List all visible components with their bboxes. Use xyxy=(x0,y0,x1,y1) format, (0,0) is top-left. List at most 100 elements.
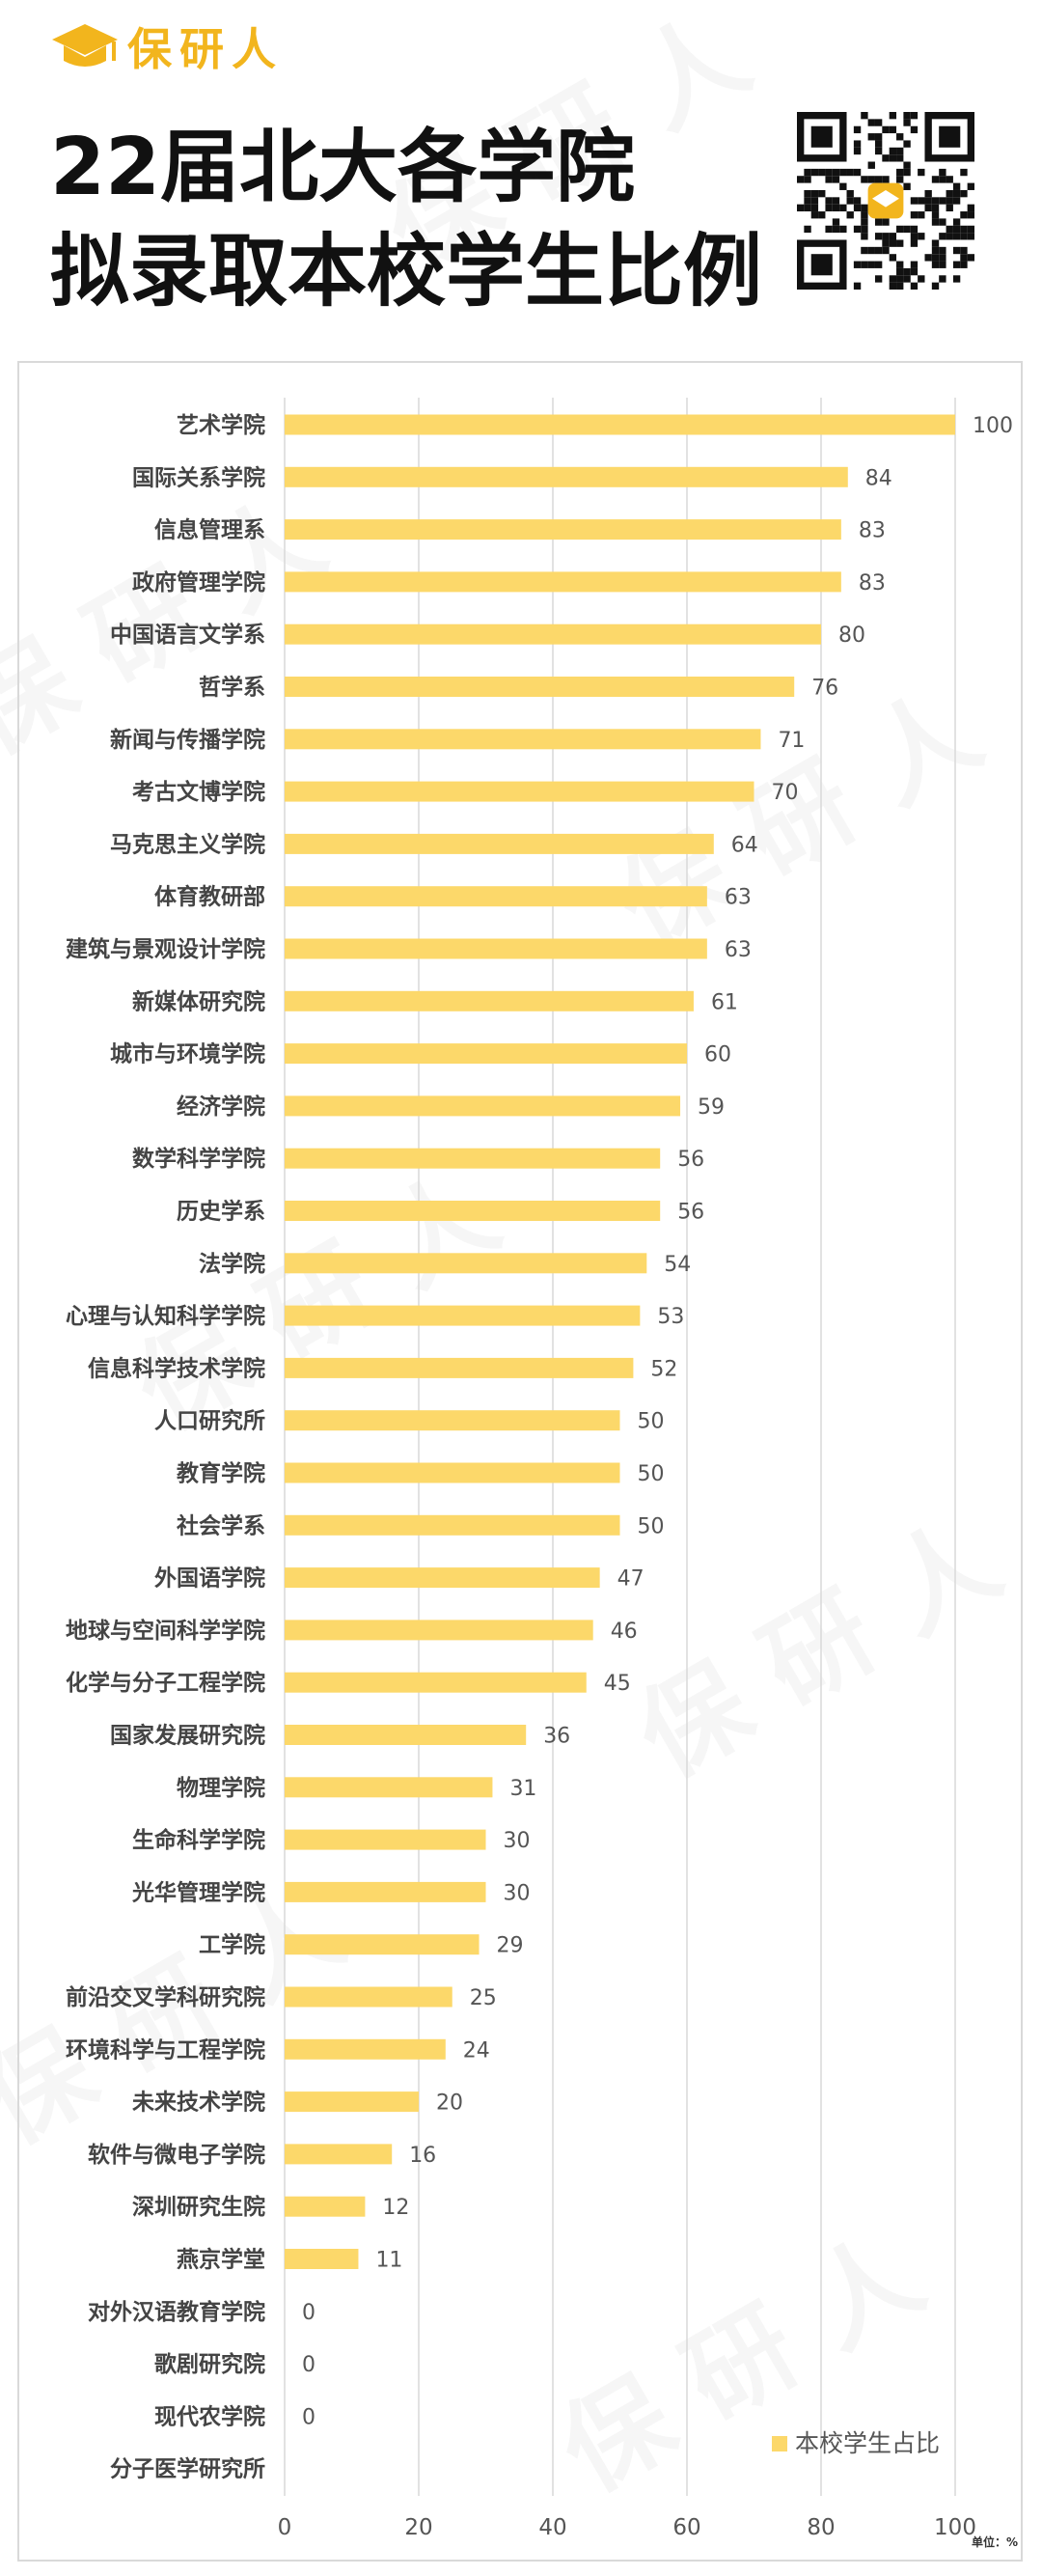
bar-chart: 0 20 40 60 80 100 艺术学院 100 国际关系学院 84 信息管理系 83 政府管理学院… xyxy=(66,398,1018,2549)
category-label: 经济学院 xyxy=(177,1094,265,1120)
data-label: 83 xyxy=(859,571,886,596)
category-label: 物理学院 xyxy=(177,1775,265,1801)
category-label: 软件与微电子学院 xyxy=(88,2142,265,2168)
category-label: 教育学院 xyxy=(177,1460,265,1486)
bar xyxy=(285,1462,620,1483)
category-label: 燕京学堂 xyxy=(177,2247,265,2273)
bar xyxy=(285,833,714,854)
data-label: 80 xyxy=(838,623,865,648)
bar xyxy=(285,519,841,540)
category-label: 化学与分子工程学院 xyxy=(66,1670,265,1696)
data-label: 64 xyxy=(731,833,758,857)
data-label: 36 xyxy=(543,1725,570,1749)
bar xyxy=(285,1095,681,1117)
data-label: 31 xyxy=(509,1777,536,1801)
data-label: 59 xyxy=(698,1095,725,1120)
category-label: 歌剧研究院 xyxy=(154,2351,265,2377)
category-label: 建筑与景观设计学院 xyxy=(66,936,265,962)
bar xyxy=(285,1305,641,1326)
graduation-cap-icon xyxy=(52,24,118,67)
data-label: 52 xyxy=(650,1357,677,1381)
data-label: 0 xyxy=(302,2405,315,2429)
bar xyxy=(285,1514,620,1536)
category-label: 新媒体研究院 xyxy=(132,988,265,1014)
bar xyxy=(285,1934,480,1955)
category-label: 信息科学技术学院 xyxy=(88,1355,265,1381)
bar xyxy=(285,571,841,593)
x-tick-label: 0 xyxy=(278,2515,292,2540)
data-label: 45 xyxy=(604,1672,631,1696)
bar xyxy=(285,623,821,645)
x-tick-label: 60 xyxy=(672,2515,700,2540)
data-label: 56 xyxy=(677,1201,704,1225)
brand-name: 保研人 xyxy=(127,23,284,75)
data-label: 100 xyxy=(973,414,1013,438)
x-tick-label: 20 xyxy=(404,2515,432,2540)
bar xyxy=(285,2249,359,2269)
bar xyxy=(285,677,795,697)
bar xyxy=(285,1725,527,1745)
page-title: 22届北大各学院 拟录取本校学生比例 xyxy=(50,116,762,324)
bar xyxy=(285,1253,647,1274)
category-label: 体育教研部 xyxy=(154,884,265,910)
data-label: 11 xyxy=(375,2249,402,2273)
data-label: 25 xyxy=(470,1986,497,2010)
bar xyxy=(285,1201,661,1221)
data-label: 24 xyxy=(463,2038,490,2063)
category-label: 历史学系 xyxy=(177,1199,265,1225)
data-label: 30 xyxy=(504,1881,531,1905)
data-label: 71 xyxy=(778,729,805,753)
legend-label: 本校学生占比 xyxy=(795,2429,940,2457)
category-label: 国家发展研究院 xyxy=(110,1723,265,1749)
data-label: 76 xyxy=(811,677,838,701)
category-label: 分子医学研究所 xyxy=(110,2456,265,2482)
qr-code xyxy=(797,112,974,290)
data-label: 53 xyxy=(657,1305,684,1329)
bar xyxy=(285,1777,493,1798)
category-label: 工学院 xyxy=(199,1932,265,1958)
category-label: 法学院 xyxy=(199,1251,265,1277)
data-label: 63 xyxy=(725,938,752,962)
data-label: 70 xyxy=(772,781,799,805)
legend-swatch xyxy=(772,2436,787,2451)
category-label: 对外汉语教育学院 xyxy=(88,2299,265,2325)
bar xyxy=(285,781,754,802)
data-label: 83 xyxy=(859,519,886,543)
data-label: 84 xyxy=(865,466,892,490)
bar xyxy=(285,1672,587,1693)
category-label: 城市与环境学院 xyxy=(110,1041,265,1067)
bar xyxy=(285,2196,366,2217)
bar xyxy=(285,1881,486,1902)
category-label: 新闻与传播学院 xyxy=(110,727,265,753)
brand-logo: 保研人 xyxy=(50,12,284,81)
data-label: 12 xyxy=(382,2196,409,2220)
x-tick-label: 100 xyxy=(934,2515,976,2540)
x-tick-label: 40 xyxy=(538,2515,566,2540)
category-label: 心理与认知科学学院 xyxy=(66,1303,265,1329)
category-label: 艺术学院 xyxy=(177,412,265,438)
data-label: 60 xyxy=(704,1043,731,1067)
bar xyxy=(285,2144,393,2165)
bar xyxy=(285,466,848,487)
title-line-2: 拟录取本校学生比例 xyxy=(50,226,763,318)
bar xyxy=(285,1620,593,1641)
category-label: 生命科学学院 xyxy=(132,1827,265,1853)
bar xyxy=(285,886,707,907)
data-label: 54 xyxy=(664,1253,691,1277)
bar xyxy=(285,1986,452,2008)
bar xyxy=(285,1043,687,1065)
category-label: 哲学系 xyxy=(199,675,265,701)
category-label: 国际关系学院 xyxy=(132,464,265,490)
unit-label: 单位：% xyxy=(972,2534,1018,2549)
category-label: 中国语言文学系 xyxy=(110,622,265,648)
data-label: 61 xyxy=(711,990,738,1014)
chart-panel: 0 20 40 60 80 100 艺术学院 100 国际关系学院 84 信息管理系 83 政府管理学院… xyxy=(17,361,1023,2562)
category-label: 未来技术学院 xyxy=(132,2090,265,2116)
category-label: 地球与空间科学学院 xyxy=(66,1618,265,1644)
bar xyxy=(285,2091,419,2113)
data-label: 29 xyxy=(497,1934,524,1958)
category-label: 环境科学与工程学院 xyxy=(66,2036,265,2063)
data-label: 0 xyxy=(302,2301,315,2325)
category-label: 信息管理系 xyxy=(154,517,265,543)
category-label: 政府管理学院 xyxy=(132,569,265,596)
